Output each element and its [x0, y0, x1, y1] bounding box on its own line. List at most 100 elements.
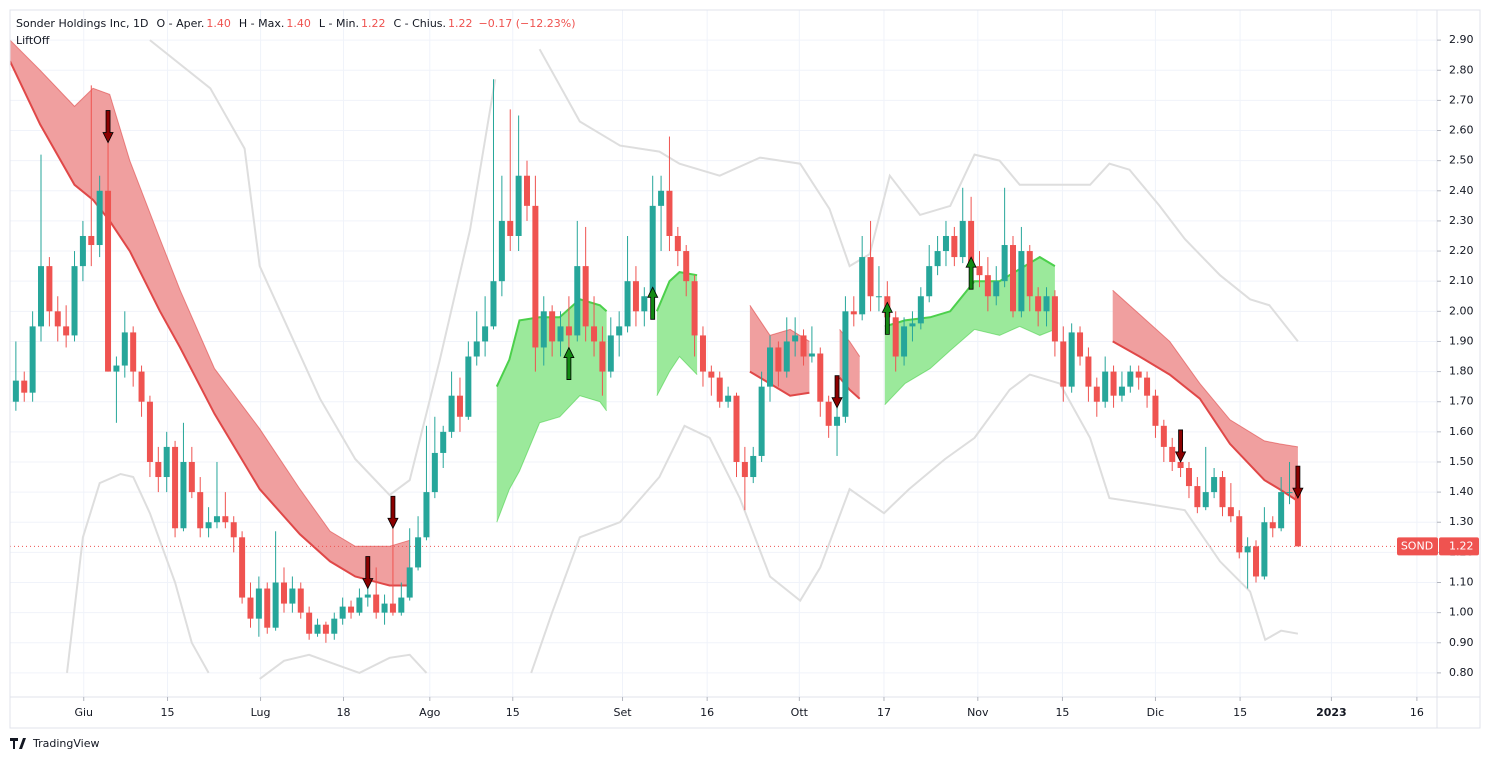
candle-body: [247, 597, 254, 619]
frame: [9, 9, 1481, 729]
candle-body: [658, 190, 665, 206]
candle-body: [507, 220, 514, 236]
x-tick-label: 15: [161, 706, 175, 719]
candle-body: [105, 190, 112, 372]
candle-body: [423, 492, 430, 538]
candle-body: [850, 311, 857, 315]
symbol-badge-text: SOND: [1401, 539, 1433, 552]
candle-body: [121, 332, 128, 366]
open-label: O - Aper.: [156, 17, 204, 30]
candle-body: [113, 365, 120, 372]
x-tick-label: 17: [877, 706, 891, 719]
cloud-fill: [496, 299, 607, 523]
candle-body: [1294, 492, 1301, 547]
candle-body: [373, 594, 380, 613]
candle-body: [733, 395, 740, 462]
band-line: [259, 653, 428, 680]
cloud-edge: [884, 255, 1056, 328]
candle-body: [364, 594, 371, 598]
x-tick-label: 2023: [1316, 706, 1347, 719]
y-tick-label: 2.30: [1449, 214, 1474, 227]
logo-mark: [10, 738, 26, 749]
candle-body: [322, 624, 329, 634]
candle-body: [942, 235, 949, 252]
candle-body: [1135, 371, 1142, 378]
candle-body: [289, 588, 296, 604]
x-tick-label: 15: [1055, 706, 1069, 719]
x-tick-label: Lug: [251, 706, 271, 719]
low-value: 1.22: [361, 17, 386, 30]
candle-body: [88, 235, 95, 246]
candle-body: [63, 326, 70, 336]
candle-body: [901, 326, 908, 357]
candle-body: [1227, 507, 1234, 517]
candle-body: [540, 311, 547, 348]
y-tick-label: 2.80: [1449, 63, 1474, 76]
candle-body: [1077, 332, 1084, 357]
candle-body: [138, 371, 145, 402]
candle-body: [314, 624, 321, 634]
candle-body: [515, 175, 522, 236]
price-badge: [1439, 537, 1479, 556]
candle-body: [1118, 386, 1125, 396]
y-tick-label: 1.50: [1449, 455, 1474, 468]
candle-body: [867, 257, 874, 297]
candle-body: [1269, 522, 1276, 529]
candle-body: [1244, 546, 1251, 553]
close-label: C - Chius.: [393, 17, 446, 30]
candle-body: [1236, 516, 1243, 553]
candle-body: [1169, 446, 1176, 462]
candle-body: [750, 455, 757, 478]
candle-body: [984, 275, 991, 297]
high-value: 1.40: [286, 17, 311, 30]
candle-body: [959, 220, 966, 258]
y-tick-label: 1.30: [1449, 515, 1474, 528]
candle-body: [1035, 296, 1042, 312]
candle-body: [465, 356, 472, 417]
candle-body: [1144, 377, 1151, 396]
candle-body: [356, 597, 363, 613]
candle-body: [716, 377, 723, 402]
candle-body: [456, 395, 463, 417]
y-tick-label: 1.90: [1449, 334, 1474, 347]
candle-body: [1202, 492, 1209, 508]
candle-body: [79, 235, 86, 267]
candle-body: [1102, 371, 1109, 402]
candle-body: [381, 603, 388, 613]
candle-body: [440, 431, 447, 453]
candle-body: [1026, 251, 1033, 297]
candle-body: [951, 235, 958, 258]
candle-body: [498, 220, 505, 282]
candle-body: [800, 335, 807, 357]
cloud-edge-thin: [749, 305, 810, 342]
y-tick-label: 2.90: [1449, 33, 1474, 46]
plot-area: [10, 39, 1437, 680]
x-tick-label: 15: [1233, 706, 1247, 719]
band-line: [530, 373, 1299, 674]
cloud-edge-thin: [1112, 289, 1298, 448]
candle-body: [624, 281, 631, 327]
y-tick-label: 2.60: [1449, 124, 1474, 137]
candle-body: [683, 251, 690, 282]
close-value: 1.22: [448, 17, 473, 30]
candle-body: [565, 326, 572, 336]
candle-body: [54, 311, 61, 327]
change: −0.17 (−12.23%): [479, 17, 576, 30]
candle-body: [532, 205, 539, 348]
axes: 0.800.901.001.101.201.301.401.501.601.70…: [74, 33, 1479, 719]
y-tick-label: 1.00: [1449, 606, 1474, 619]
candle-body: [1068, 332, 1075, 387]
y-tick-label: 0.90: [1449, 636, 1474, 649]
indicator-label: LiftOff: [16, 34, 50, 47]
brand-logo: TradingView: [10, 737, 99, 750]
candle-body: [993, 281, 1000, 297]
candle-body: [1261, 522, 1268, 577]
candle-body: [264, 588, 271, 628]
candle-body: [1185, 468, 1192, 487]
candle-body: [674, 235, 681, 252]
candle-body: [213, 516, 220, 523]
candle-body: [188, 461, 195, 493]
candle-body: [767, 347, 774, 387]
candle-body: [808, 353, 815, 357]
cloud-edge: [749, 370, 810, 397]
